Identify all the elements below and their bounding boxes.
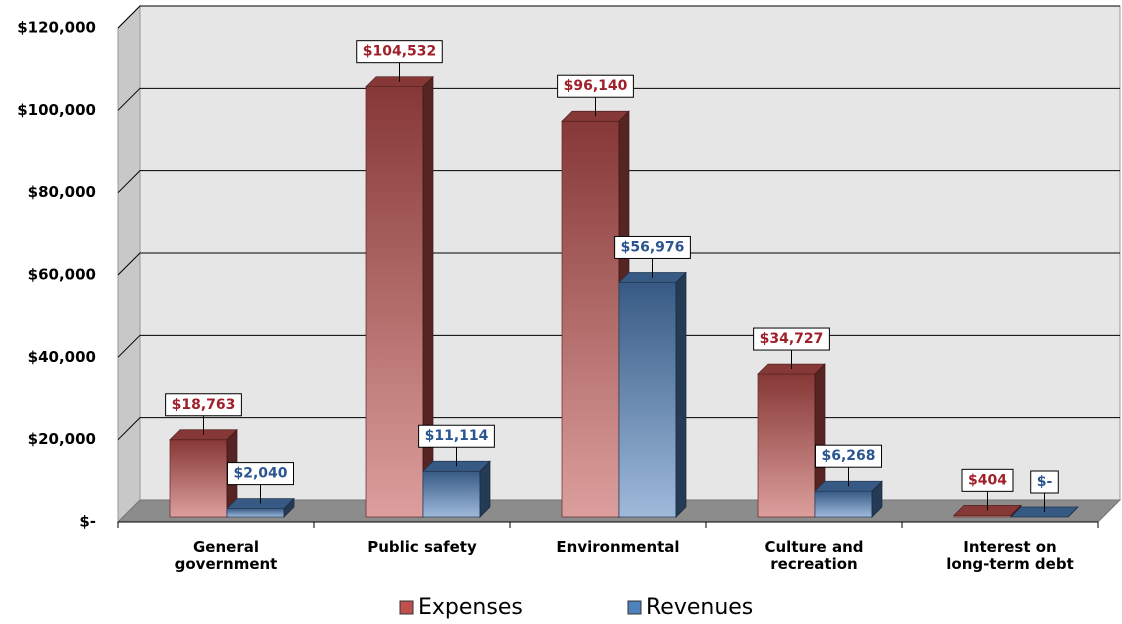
data-label-box bbox=[418, 424, 495, 448]
bar-side bbox=[675, 271, 687, 518]
bar-front bbox=[561, 120, 620, 518]
data-label: $96,140 bbox=[564, 78, 628, 94]
x-tick-label: Environmental bbox=[556, 538, 680, 556]
grid-line bbox=[117, 170, 1120, 194]
legend-label: Expenses bbox=[418, 595, 523, 620]
bar-side bbox=[479, 460, 491, 518]
data-label: $11,114 bbox=[425, 428, 489, 444]
legend-swatch bbox=[399, 600, 414, 615]
data-label: $56,976 bbox=[621, 239, 685, 255]
bar-front bbox=[618, 282, 677, 518]
y-tick-label: $100,000 bbox=[17, 101, 96, 119]
legend-swatch bbox=[627, 600, 642, 615]
bar-side bbox=[1067, 506, 1079, 518]
x-tick-label: Public safety bbox=[367, 538, 477, 556]
bar-front bbox=[814, 490, 873, 518]
grid-line bbox=[117, 252, 1120, 276]
bar-front bbox=[226, 508, 285, 518]
bar-side bbox=[422, 75, 434, 518]
data-label: $404 bbox=[968, 472, 1007, 488]
grid-line bbox=[117, 87, 1120, 111]
data-label-box bbox=[814, 444, 883, 468]
data-label-box bbox=[165, 393, 242, 417]
x-tick-label: Interest on long-term debt bbox=[946, 538, 1074, 573]
y-tick-label: $60,000 bbox=[28, 266, 96, 284]
bar-side bbox=[871, 480, 883, 518]
y-tick-label: $- bbox=[79, 513, 96, 531]
data-label-box bbox=[961, 468, 1014, 492]
data-label-box bbox=[1030, 470, 1059, 494]
data-label-box bbox=[226, 462, 295, 486]
data-label: $2,040 bbox=[233, 466, 287, 482]
y-tick-label: $20,000 bbox=[28, 430, 96, 448]
data-label: $- bbox=[1037, 474, 1053, 490]
y-tick-label: $40,000 bbox=[28, 348, 96, 366]
bar-front bbox=[757, 373, 816, 518]
data-label: $34,727 bbox=[760, 331, 824, 347]
y-tick-label: $80,000 bbox=[28, 183, 96, 201]
data-label: $18,763 bbox=[172, 397, 236, 413]
bar-side bbox=[283, 497, 295, 518]
x-tick-label: General government bbox=[174, 538, 278, 573]
x-tick-label: Culture and recreation bbox=[764, 538, 864, 573]
bar-front bbox=[365, 86, 424, 518]
data-label-box bbox=[557, 74, 634, 98]
grid-line bbox=[117, 5, 1120, 29]
data-label: $6,268 bbox=[821, 448, 875, 464]
legend-label: Revenues bbox=[646, 595, 753, 620]
bar-front bbox=[422, 470, 481, 518]
data-label: $104,532 bbox=[363, 44, 437, 60]
bar-front bbox=[169, 439, 228, 518]
y-tick-label: $120,000 bbox=[17, 19, 96, 37]
data-label-box bbox=[614, 235, 691, 259]
data-label-box bbox=[356, 40, 443, 64]
data-label-box bbox=[753, 327, 830, 351]
